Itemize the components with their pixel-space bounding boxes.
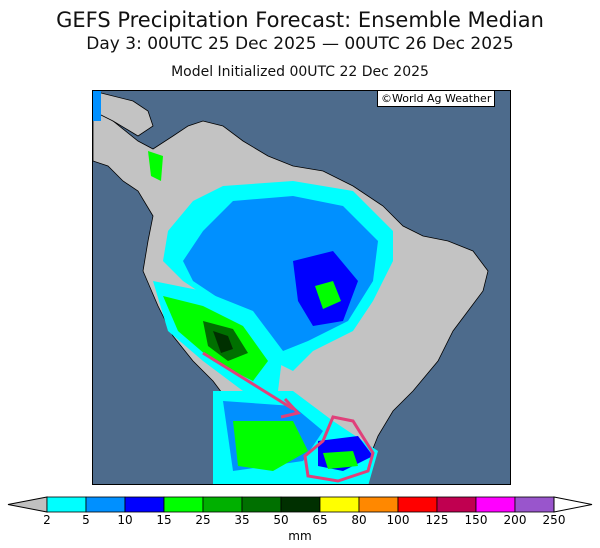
colorbar-tick-label: 15 bbox=[156, 513, 172, 527]
colorbar-swatch bbox=[436, 496, 477, 513]
colorbar-swatch bbox=[475, 496, 516, 513]
credit-label: ©World Ag Weather bbox=[377, 90, 496, 107]
colorbar-swatch bbox=[163, 496, 204, 513]
colorbar-swatch bbox=[124, 496, 165, 513]
colorbar-tick-label: 35 bbox=[234, 513, 250, 527]
colorbar-tick-label: 5 bbox=[82, 513, 90, 527]
colorbar-below-triangle bbox=[7, 496, 48, 513]
colorbar-tick-label: 50 bbox=[273, 513, 289, 527]
precip-field bbox=[93, 91, 393, 484]
colorbar bbox=[7, 496, 593, 513]
colorbar-swatch bbox=[358, 496, 399, 513]
colorbar-tick-label: 65 bbox=[312, 513, 328, 527]
arrow-head bbox=[280, 397, 301, 419]
colorbar-tick-label: 100 bbox=[386, 513, 410, 527]
precipitation-map bbox=[92, 90, 511, 485]
colorbar-swatch bbox=[46, 496, 87, 513]
colorbar-tick-label: 10 bbox=[117, 513, 133, 527]
forecast-period: Day 3: 00UTC 25 Dec 2025 — 00UTC 26 Dec … bbox=[86, 34, 514, 54]
colorbar-swatch bbox=[397, 496, 438, 513]
annotation-arrow bbox=[202, 351, 294, 411]
annotation-circle bbox=[303, 415, 375, 483]
colorbar-unit: mm bbox=[288, 529, 312, 543]
colorbar-tick-label: 150 bbox=[464, 513, 488, 527]
colorbar-swatch bbox=[280, 496, 321, 513]
colorbar-tick-label: 2 bbox=[43, 513, 51, 527]
colorbar-swatch bbox=[241, 496, 282, 513]
colorbar-tick-label: 250 bbox=[542, 513, 566, 527]
map-title: GEFS Precipitation Forecast: Ensemble Me… bbox=[56, 8, 544, 32]
colorbar-above-triangle bbox=[553, 496, 593, 513]
colorbar-swatch bbox=[202, 496, 243, 513]
colorbar-tick-label: 80 bbox=[351, 513, 367, 527]
colorbar-swatch bbox=[319, 496, 360, 513]
colorbar-tick-label: 25 bbox=[195, 513, 211, 527]
colorbar-tick-label: 200 bbox=[503, 513, 527, 527]
annotation bbox=[202, 351, 375, 483]
colorbar-swatch bbox=[85, 496, 126, 513]
colorbar-swatch bbox=[514, 496, 555, 513]
model-init: Model Initialized 00UTC 22 Dec 2025 bbox=[171, 64, 429, 80]
colorbar-tick-label: 125 bbox=[425, 513, 449, 527]
